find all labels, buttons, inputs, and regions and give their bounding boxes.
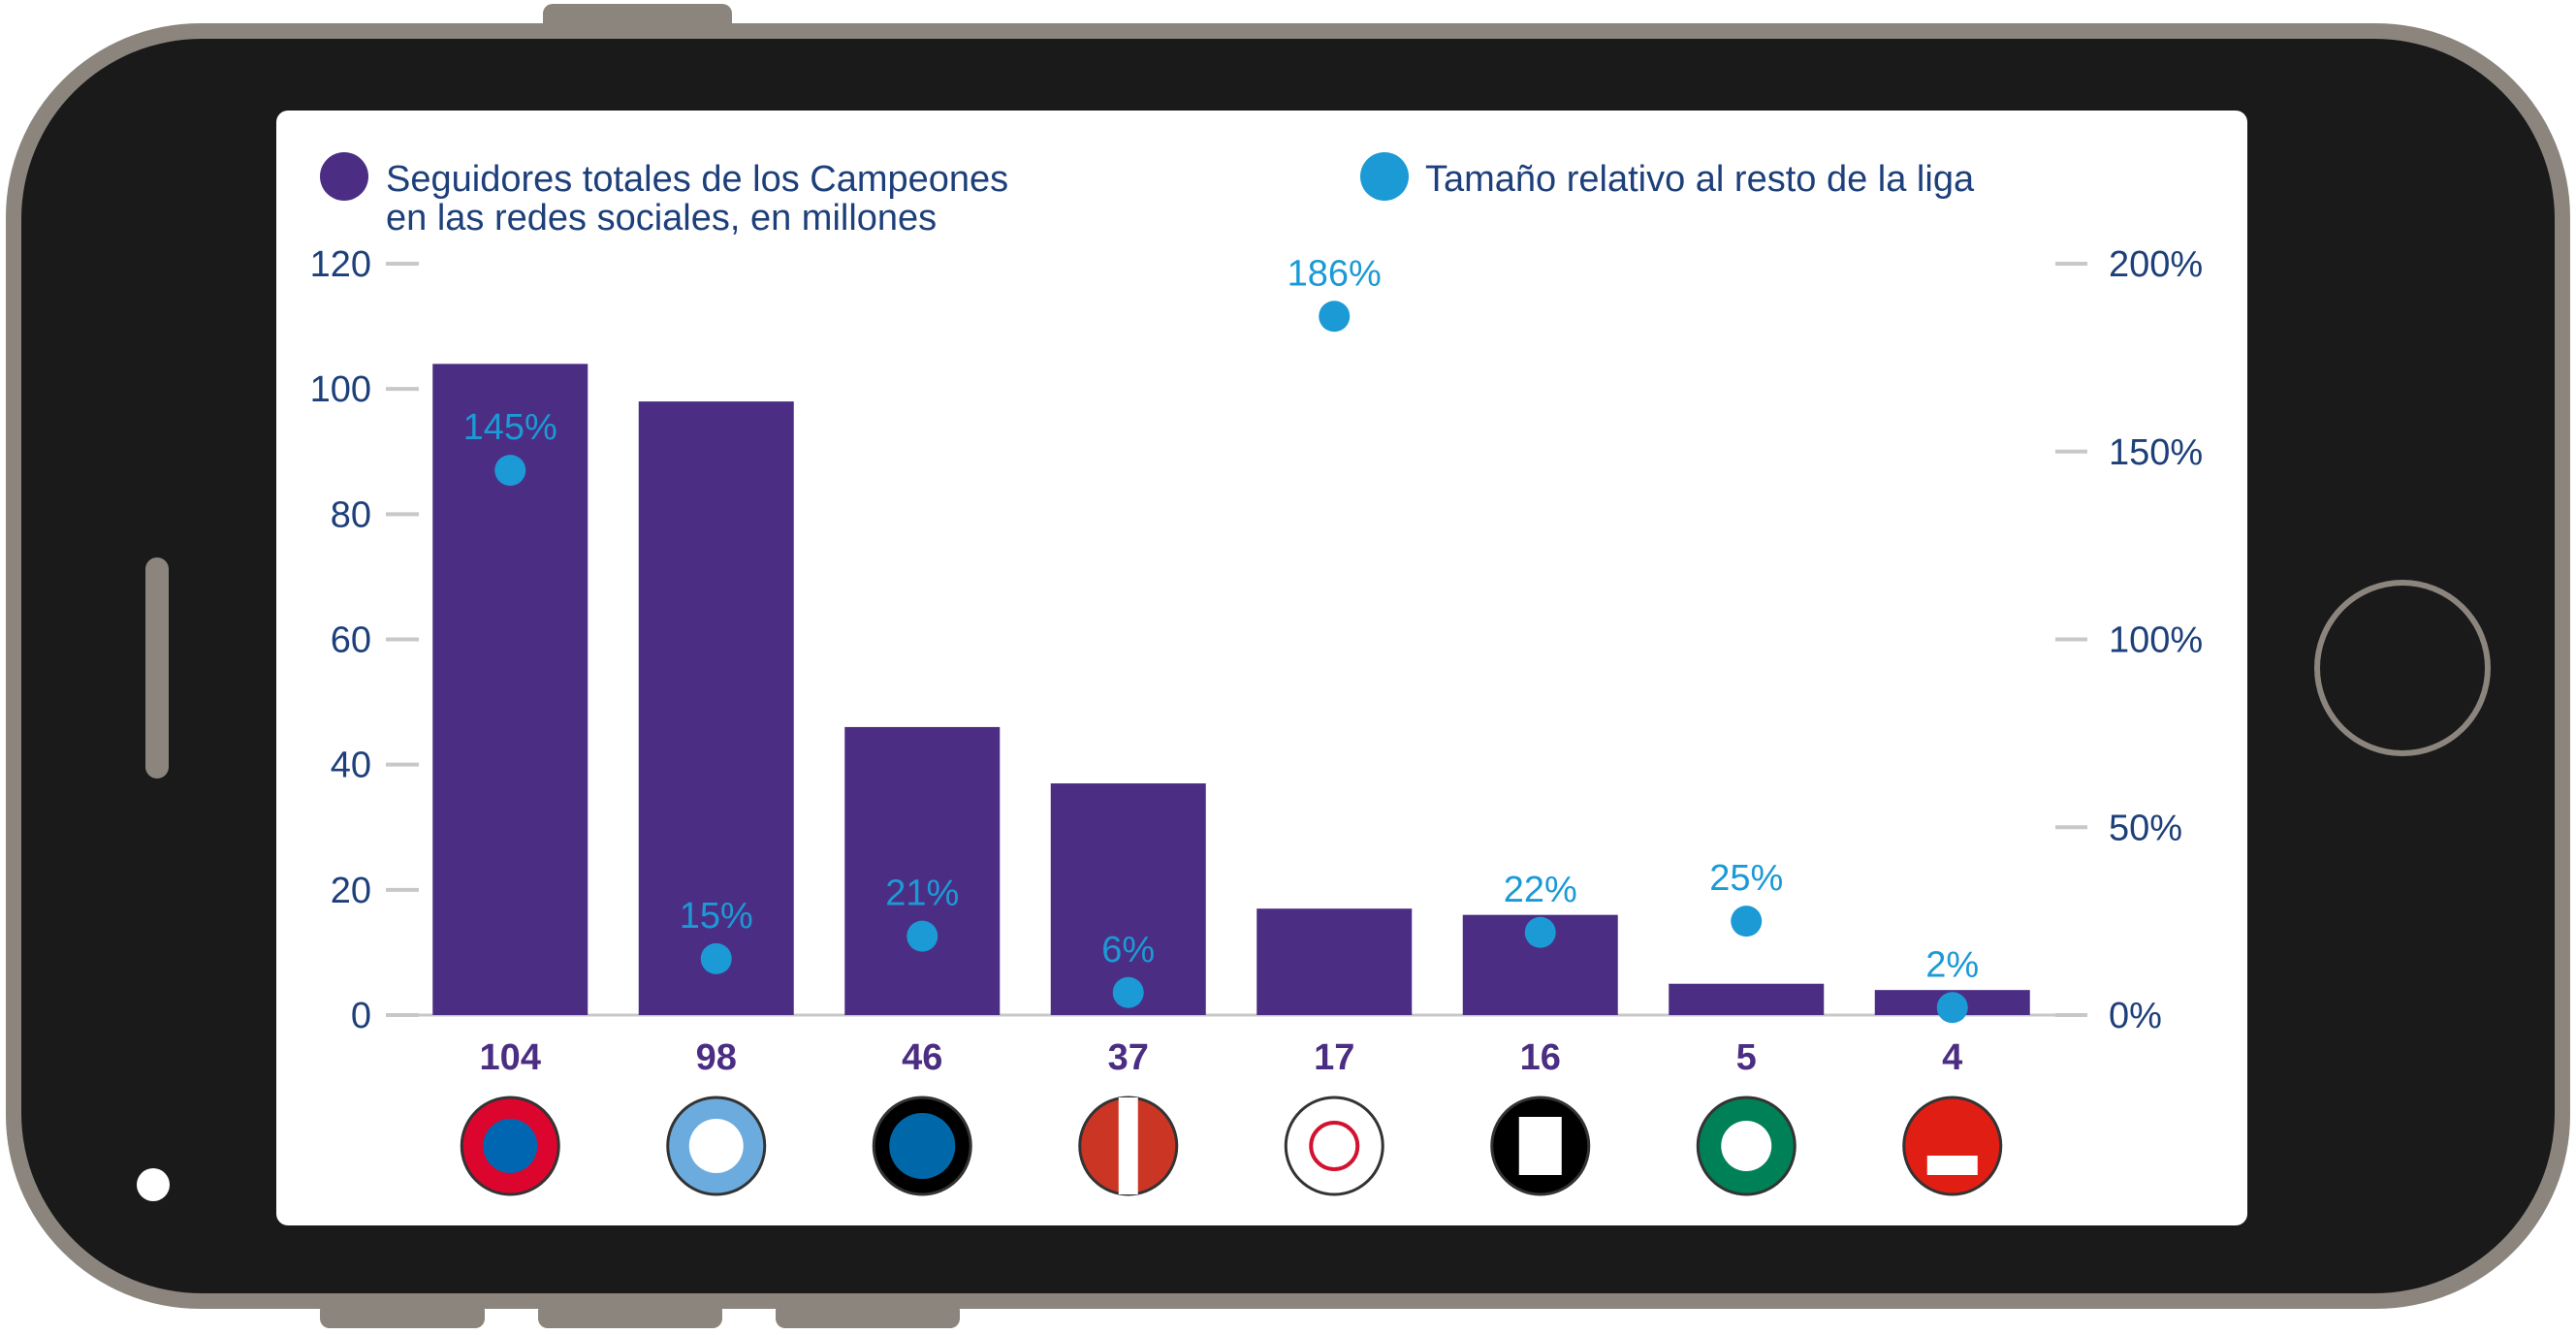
y2-tick-label: 100% <box>2109 620 2203 661</box>
legend-bar-label-line1: Seguidores totales de los Campeones <box>386 159 1008 200</box>
y-tick-label: 100 <box>310 369 371 410</box>
bar <box>1050 783 1206 1015</box>
front-camera <box>137 1168 170 1201</box>
dot-value-label: 145% <box>463 407 557 448</box>
y2-tick-label: 50% <box>2109 808 2182 848</box>
dot <box>1731 906 1763 938</box>
dot <box>700 942 732 974</box>
bar <box>638 401 794 1015</box>
dot <box>1112 976 1144 1008</box>
dot <box>1936 992 1968 1024</box>
y2-tick-label: 0% <box>2109 996 2162 1036</box>
y-tick-label: 40 <box>331 746 371 786</box>
bar-value-label: 17 <box>1314 1037 1354 1078</box>
losc-inner-icon <box>1926 1156 1978 1175</box>
bar-value-label: 4 <box>1942 1037 1962 1078</box>
dot-value-label: 25% <box>1709 858 1783 899</box>
y-tick-label: 60 <box>331 620 371 661</box>
dot-value-label: 15% <box>680 896 753 937</box>
dot-value-label: 6% <box>1101 930 1155 970</box>
y-tick-label: 80 <box>331 494 371 535</box>
bar-value-label: 37 <box>1108 1037 1149 1078</box>
dot-value-label: 21% <box>885 874 959 914</box>
bar-value-label: 104 <box>480 1037 541 1078</box>
dot <box>1319 301 1351 333</box>
chart-area: 0 20 40 60 80 100 120 0% 50% 100% 150% 200% 104 145% 9… <box>310 244 2203 1196</box>
speaker-slot <box>145 557 169 779</box>
dot <box>494 455 526 487</box>
bayern-inner-icon <box>483 1119 538 1173</box>
y-tick-label: 20 <box>331 871 371 911</box>
losc-crest-icon <box>1902 1096 2003 1196</box>
legend-dot-label: Tamaño relativo al resto de la liga <box>1425 159 1975 200</box>
y-tick-label: 0 <box>351 996 371 1036</box>
dot-value-label: 22% <box>1504 870 1577 910</box>
city-inner-icon <box>688 1119 744 1173</box>
ajax-crest-icon <box>1284 1096 1384 1196</box>
y2-tick-label: 150% <box>2109 432 2203 473</box>
besiktas-inner-icon <box>1518 1117 1562 1175</box>
bar-value-label: 16 <box>1520 1037 1561 1078</box>
legend-dot-swatch <box>1360 152 1409 201</box>
dot-value-label: 186% <box>1288 253 1382 294</box>
inter-inner-icon <box>889 1113 956 1179</box>
sporting-inner-icon <box>1721 1121 1772 1171</box>
bar <box>1669 983 1825 1015</box>
legend-bar-label-line2: en las redes sociales, en millones <box>386 198 937 238</box>
bar-value-label: 46 <box>902 1037 942 1078</box>
bar <box>844 726 1001 1015</box>
bar-value-label: 98 <box>696 1037 737 1078</box>
bar <box>1256 908 1413 1015</box>
legend: Seguidores totales de los Campeones en l… <box>320 152 1975 238</box>
atletico-stripe-icon <box>1118 1097 1138 1194</box>
y2-tick-label: 200% <box>2109 244 2203 285</box>
bar-value-label: 5 <box>1736 1037 1757 1078</box>
dot-value-label: 2% <box>1925 944 1979 985</box>
home-button[interactable] <box>2314 580 2491 756</box>
legend-bar-swatch <box>320 152 368 201</box>
dot <box>1524 916 1556 948</box>
y-tick-label: 120 <box>310 244 371 285</box>
ajax-inner-icon <box>1309 1121 1360 1171</box>
dot <box>906 920 938 952</box>
